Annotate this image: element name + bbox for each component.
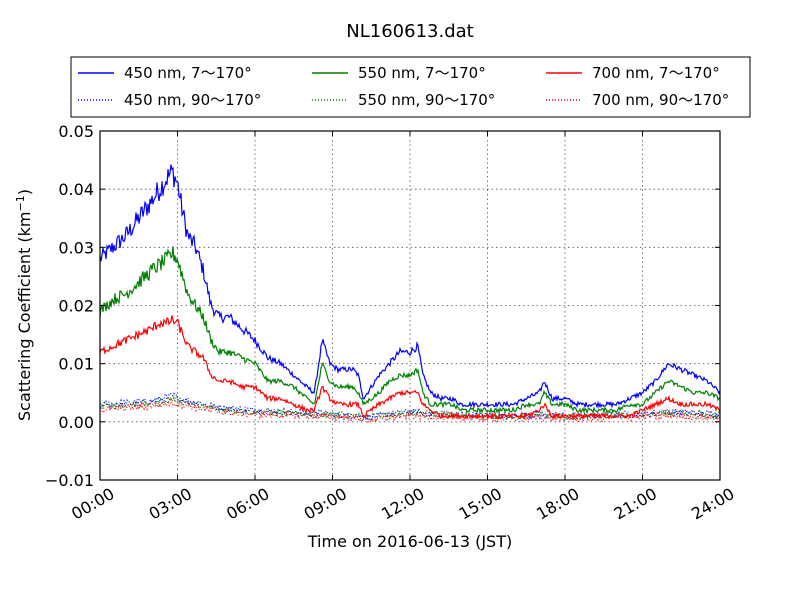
legend-label: 700 nm, 7～170° (592, 64, 720, 82)
y-tick-label: 0.00 (58, 413, 94, 432)
legend-label: 450 nm, 90～170° (124, 91, 261, 109)
series-line-4 (99, 395, 721, 422)
y-tick-label: 0.04 (58, 180, 94, 199)
legend-box (70, 56, 751, 118)
legend: 450 nm, 7～170° 550 nm, 7～170° 700 nm, 7～17… (70, 56, 751, 118)
y-tick-label: 0.05 (58, 122, 94, 141)
x-tick-label: 06:00 (223, 484, 272, 524)
y-axis-label-end: ) (15, 189, 34, 195)
y-axis-label: Scattering Coefficient (km−1) (14, 189, 34, 421)
y-tick-label: 0.01 (58, 355, 94, 374)
y-tick-label: −0.01 (45, 471, 94, 490)
series-line-6 (99, 397, 721, 424)
x-tick-label: 18:00 (533, 484, 582, 524)
series-line-2 (99, 392, 721, 422)
legend-label: 550 nm, 7～170° (358, 64, 486, 82)
legend-items: 450 nm, 7～170° 550 nm, 7～170° 700 nm, 7～17… (78, 64, 729, 109)
x-tick-label: 24:00 (688, 484, 737, 524)
legend-label: 550 nm, 90～170° (358, 91, 495, 109)
x-tick-label: 15:00 (456, 484, 505, 524)
y-axis-label-superscript: −1 (14, 195, 27, 211)
x-tick-labels: 00:00 03:00 06:00 09:00 12:00 15:00 18:00 21:00… (68, 484, 737, 524)
y-tick-label: 0.02 (58, 297, 94, 316)
y-axis-label-main: Scattering Coefficient (km (15, 211, 34, 421)
x-tick-label: 09:00 (301, 484, 350, 524)
x-tick-label: 12:00 (378, 484, 427, 524)
series-lines (99, 164, 721, 424)
x-tick-label: 03:00 (146, 484, 195, 524)
legend-label: 700 nm, 90～170° (592, 91, 729, 109)
x-axis-label: Time on 2016-06-13 (JST) (307, 532, 512, 551)
y-tick-label: 0.03 (58, 238, 94, 257)
series-line-3 (99, 246, 721, 415)
chart-title: NL160613.dat (346, 21, 473, 42)
x-tick-label: 21:00 (611, 484, 660, 524)
ticks (99, 130, 721, 481)
legend-label: 450 nm, 7～170° (124, 64, 252, 82)
series-line-1 (99, 164, 721, 409)
y-tick-labels: −0.01 0.00 0.01 0.02 0.03 0.04 0.05 (45, 122, 94, 490)
